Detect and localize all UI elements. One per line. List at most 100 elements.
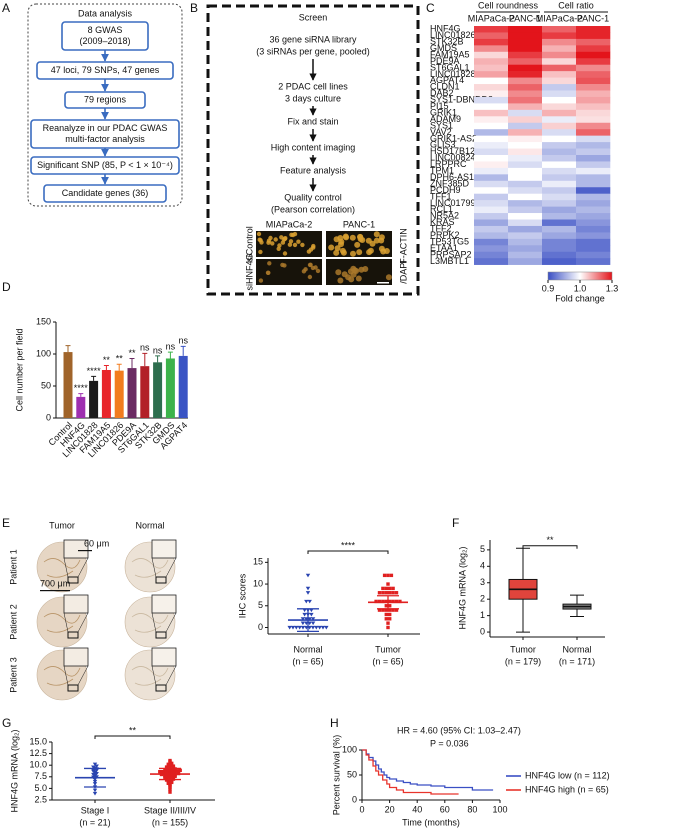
heatmap-cell <box>508 251 543 259</box>
x-tick-note: (n = 65) <box>292 656 323 666</box>
data-point <box>317 625 322 630</box>
tissue-texture <box>43 558 81 578</box>
significance-label: ** <box>103 355 111 365</box>
zoom-box <box>67 684 79 692</box>
panel-title: Data analysis <box>78 8 133 18</box>
cell-blob <box>292 242 298 248</box>
error-bar <box>78 393 84 397</box>
heatmap-cell <box>542 193 577 201</box>
heatmap-cell <box>474 135 509 143</box>
data-point <box>297 625 302 630</box>
cell-blob <box>378 245 385 252</box>
heatmap-cell <box>576 32 611 40</box>
row-label: TFF1 <box>430 191 452 201</box>
heatmap-cell <box>542 167 577 175</box>
inset <box>151 594 177 614</box>
heatmap-cell <box>542 26 577 33</box>
zoom-lines <box>151 557 177 578</box>
data-point <box>310 621 316 626</box>
image-row-label: Patient 1 <box>8 549 18 585</box>
row-label: NR5A2 <box>430 211 459 221</box>
data-point <box>384 612 388 617</box>
x-tick-label: 20 <box>385 804 395 814</box>
y-axis-label: IHC scores <box>237 573 247 618</box>
cell-blob <box>267 261 272 266</box>
cell-blob <box>378 234 385 241</box>
inset <box>63 539 89 559</box>
image-column-label: Normal <box>135 520 164 530</box>
heatmap-cell <box>576 84 611 91</box>
error-bar <box>65 345 71 353</box>
heatmap-cell <box>576 71 611 78</box>
heatmap-cell <box>474 206 509 214</box>
y-axis-label: Percent survival (%) <box>331 735 341 816</box>
heatmap-cell <box>474 58 509 65</box>
data-point <box>310 617 316 621</box>
data-point <box>381 608 385 612</box>
data-point <box>388 612 392 617</box>
data-point <box>166 762 170 766</box>
heatmap-cell <box>508 77 543 85</box>
data-point <box>384 591 388 595</box>
significance-label: ** <box>546 535 554 545</box>
error-bar <box>91 375 97 381</box>
y-tick-label: 10.0 <box>29 760 47 770</box>
heatmap-cell <box>576 90 611 98</box>
heatmap-cell <box>542 142 577 149</box>
heatmap-cell <box>576 219 611 227</box>
heatmap-cell <box>508 180 543 188</box>
data-point <box>161 769 165 774</box>
heatmap-cell <box>576 251 611 259</box>
heatmap-cell <box>508 161 543 169</box>
heatmap-cell <box>542 96 577 104</box>
cell-blob <box>313 265 318 270</box>
data-point <box>391 608 395 612</box>
data-point <box>381 586 385 591</box>
data-point <box>290 625 296 630</box>
bar <box>140 366 150 418</box>
error-bar <box>116 363 122 371</box>
cell-blob <box>273 237 278 242</box>
heatmap-cell <box>542 155 577 162</box>
inset <box>151 647 177 667</box>
x-tick-label: 100 <box>492 804 507 814</box>
inset <box>63 647 89 667</box>
heatmap-cell <box>542 200 577 207</box>
heatmap-cell <box>508 187 543 194</box>
x-tick-label: 60 <box>440 804 450 814</box>
data-point <box>382 573 387 578</box>
data-point <box>394 591 399 595</box>
cell-blob <box>300 242 305 248</box>
step-text: Quality control <box>284 192 342 202</box>
heatmap-cell <box>576 245 611 253</box>
heatmap-cell <box>508 96 543 104</box>
significance-bracket <box>522 545 578 549</box>
step-text: Feature analysis <box>280 165 347 175</box>
error-bar <box>103 365 109 370</box>
row-label: LINC01826 <box>430 30 476 40</box>
heatmap-cell <box>474 38 509 46</box>
image-column-label: PANC-1 <box>343 219 375 229</box>
cell-blob <box>367 247 374 254</box>
panel-label: C <box>426 1 435 15</box>
row-label: LINC01799 <box>430 198 476 208</box>
data-point <box>377 591 382 595</box>
x-tick-label: Normal <box>293 644 322 654</box>
row-label: TFF2 <box>430 224 452 234</box>
cell-blob <box>258 278 264 283</box>
scale-bar <box>377 282 389 284</box>
data-point <box>320 625 326 630</box>
cell-blob <box>289 232 294 237</box>
heatmap-cell <box>542 232 577 240</box>
node-text: multi-factor analysis <box>65 134 145 144</box>
group-label: Cell roundness <box>478 0 539 10</box>
data-point <box>386 582 390 586</box>
significance-label: ns <box>166 341 176 351</box>
data-point <box>94 764 99 769</box>
cell-blob <box>282 251 288 256</box>
cell-blob <box>279 235 284 240</box>
panel-label: H <box>330 716 339 730</box>
y-tick-label: 50 <box>41 380 51 390</box>
heatmap-cell <box>576 161 611 169</box>
row-label: AGPAT4 <box>430 75 464 85</box>
